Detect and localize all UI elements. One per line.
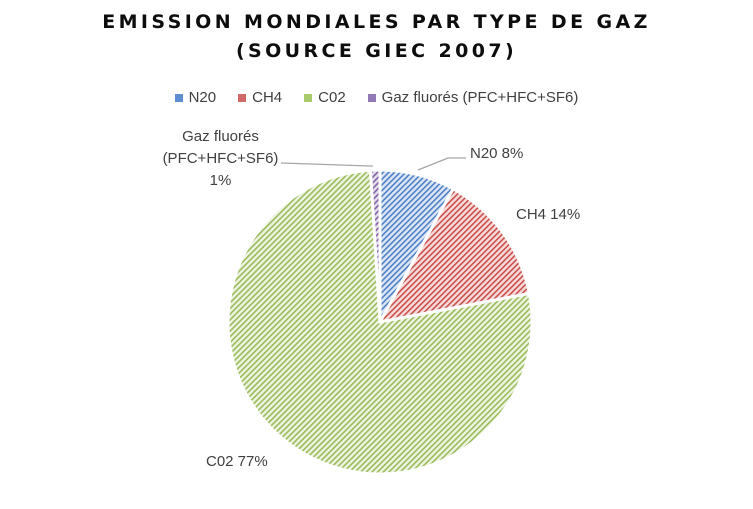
- data-label-n20: N20 8%: [470, 145, 524, 162]
- legend-swatch-n20: [174, 93, 183, 102]
- slice-gaz-fluores[interactable]: [368, 168, 382, 323]
- data-label-ch4: CH4 14%: [516, 206, 581, 223]
- legend-swatch-co2: [304, 93, 313, 102]
- legend-label: N20: [188, 89, 217, 106]
- data-label-co2: C02 77%: [206, 453, 268, 470]
- legend-label: Gaz fluorés (PFC+HFC+SF6): [381, 89, 579, 106]
- legend-item-n20[interactable]: N20: [174, 89, 217, 106]
- leader-lines: [280, 157, 466, 171]
- legend-swatch-gaz-fluores: [367, 93, 376, 102]
- legend-item-gaz-fluores[interactable]: Gaz fluorés (PFC+HFC+SF6): [367, 89, 579, 106]
- legend-item-ch4[interactable]: CH4: [238, 89, 282, 106]
- leader-line-gaz-fluores: [280, 162, 373, 167]
- chart-legend: N20 CH4 C02 Gaz fluorés (PFC+HFC+SF6): [0, 89, 753, 106]
- legend-label: CH4: [252, 89, 283, 106]
- legend-item-co2[interactable]: C02: [304, 89, 346, 106]
- chart-title-line-1: EMISSION MONDIALES PAR TYPE DE GAZ: [102, 11, 651, 33]
- slice-co2[interactable]: [226, 168, 534, 476]
- legend-label: C02: [318, 89, 346, 106]
- pie-slices: [226, 168, 534, 476]
- leader-line-n20: [417, 157, 466, 171]
- chart-title-line-2: (SOURCE GIEC 2007): [235, 40, 518, 62]
- chart-title: EMISSION MONDIALES PAR TYPE DE GAZ (SOUR…: [0, 8, 753, 66]
- legend-swatch-ch4: [238, 93, 247, 102]
- slice-ch4[interactable]: [377, 186, 532, 325]
- data-label-gaz-fluores: Gaz fluorés (PFC+HFC+SF6) 1%: [162, 128, 279, 189]
